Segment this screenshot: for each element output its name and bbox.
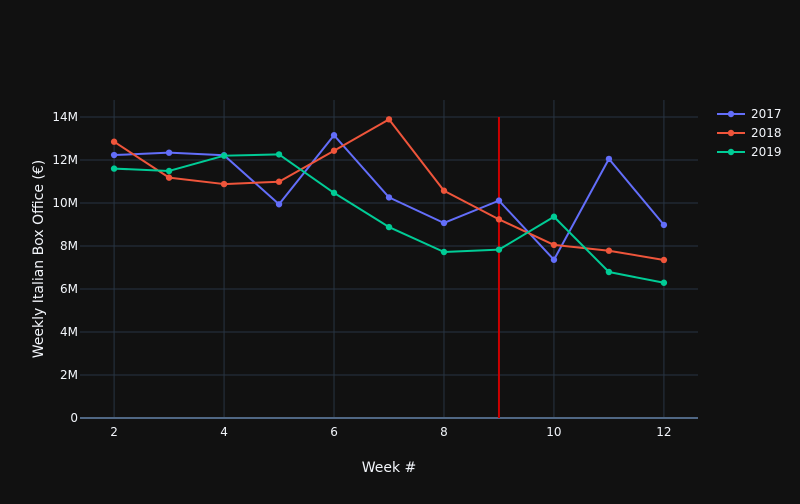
data-point	[110, 165, 118, 172]
data-point	[660, 221, 668, 229]
data-point	[660, 256, 668, 264]
x-tick-label: 2	[110, 425, 118, 439]
legend-marker	[727, 129, 735, 137]
data-point	[275, 178, 283, 185]
legend-label: 2018	[751, 126, 782, 140]
data-point	[495, 246, 503, 253]
data-point	[165, 174, 173, 181]
data-point	[165, 167, 173, 175]
data-point	[440, 248, 448, 256]
data-point	[330, 132, 338, 139]
data-point	[275, 201, 283, 208]
data-point	[110, 151, 118, 159]
x-tick-label: 6	[330, 425, 338, 439]
data-point	[220, 152, 228, 159]
data-point	[165, 149, 173, 156]
y-axis-title: Weekly Italian Box Office (€)	[31, 160, 47, 358]
series-line	[113, 118, 665, 261]
y-tick-label: 8M	[60, 239, 78, 253]
data-point	[385, 116, 393, 123]
series-line	[114, 153, 665, 284]
y-tick-label: 12M	[52, 153, 78, 167]
y-tick-label: 6M	[60, 282, 78, 296]
data-point	[550, 241, 558, 249]
y-tick-label: 2M	[60, 368, 78, 382]
data-point	[495, 216, 503, 223]
data-point	[440, 219, 448, 227]
series-2017	[110, 132, 668, 263]
legend-marker	[727, 148, 735, 156]
data-point	[330, 147, 338, 154]
data-point	[385, 194, 393, 201]
legend[interactable]: 2017 2018 2019	[717, 107, 782, 159]
x-tick-label: 4	[220, 425, 228, 439]
legend-marker	[727, 110, 735, 118]
data-point	[440, 187, 448, 194]
data-point	[660, 279, 668, 286]
data-point	[550, 256, 558, 263]
data-point	[495, 197, 503, 204]
legend-item-2017[interactable]: 2017	[717, 107, 782, 121]
data-point	[605, 268, 613, 276]
data-point	[110, 138, 118, 145]
data-point	[275, 151, 283, 158]
data-point	[385, 223, 393, 231]
legend-label: 2017	[751, 107, 782, 121]
y-tick-label: 4M	[60, 325, 78, 339]
grid	[80, 100, 698, 419]
data-point	[220, 180, 228, 188]
x-tick-label: 10	[546, 425, 561, 439]
data-point	[550, 213, 558, 220]
legend-item-2018[interactable]: 2018	[717, 126, 782, 140]
x-ticks: 2 4 6 8 10 12	[110, 425, 671, 439]
series-2018	[110, 116, 668, 264]
data-point	[605, 155, 613, 163]
x-tick-label: 12	[656, 425, 671, 439]
y-tick-label: 10M	[52, 196, 78, 210]
series-2019	[110, 151, 668, 286]
legend-label: 2019	[751, 145, 782, 159]
y-ticks: 0 2M 4M 6M 8M 10M 12M 14M	[52, 110, 78, 425]
data-point	[605, 247, 613, 254]
legend-item-2019[interactable]: 2019	[717, 145, 782, 159]
x-axis-title: Week #	[362, 460, 417, 476]
x-tick-label: 8	[440, 425, 448, 439]
data-point	[330, 189, 338, 197]
y-tick-label: 0	[70, 411, 78, 425]
series-layer	[110, 116, 668, 286]
y-tick-label: 14M	[52, 110, 78, 124]
